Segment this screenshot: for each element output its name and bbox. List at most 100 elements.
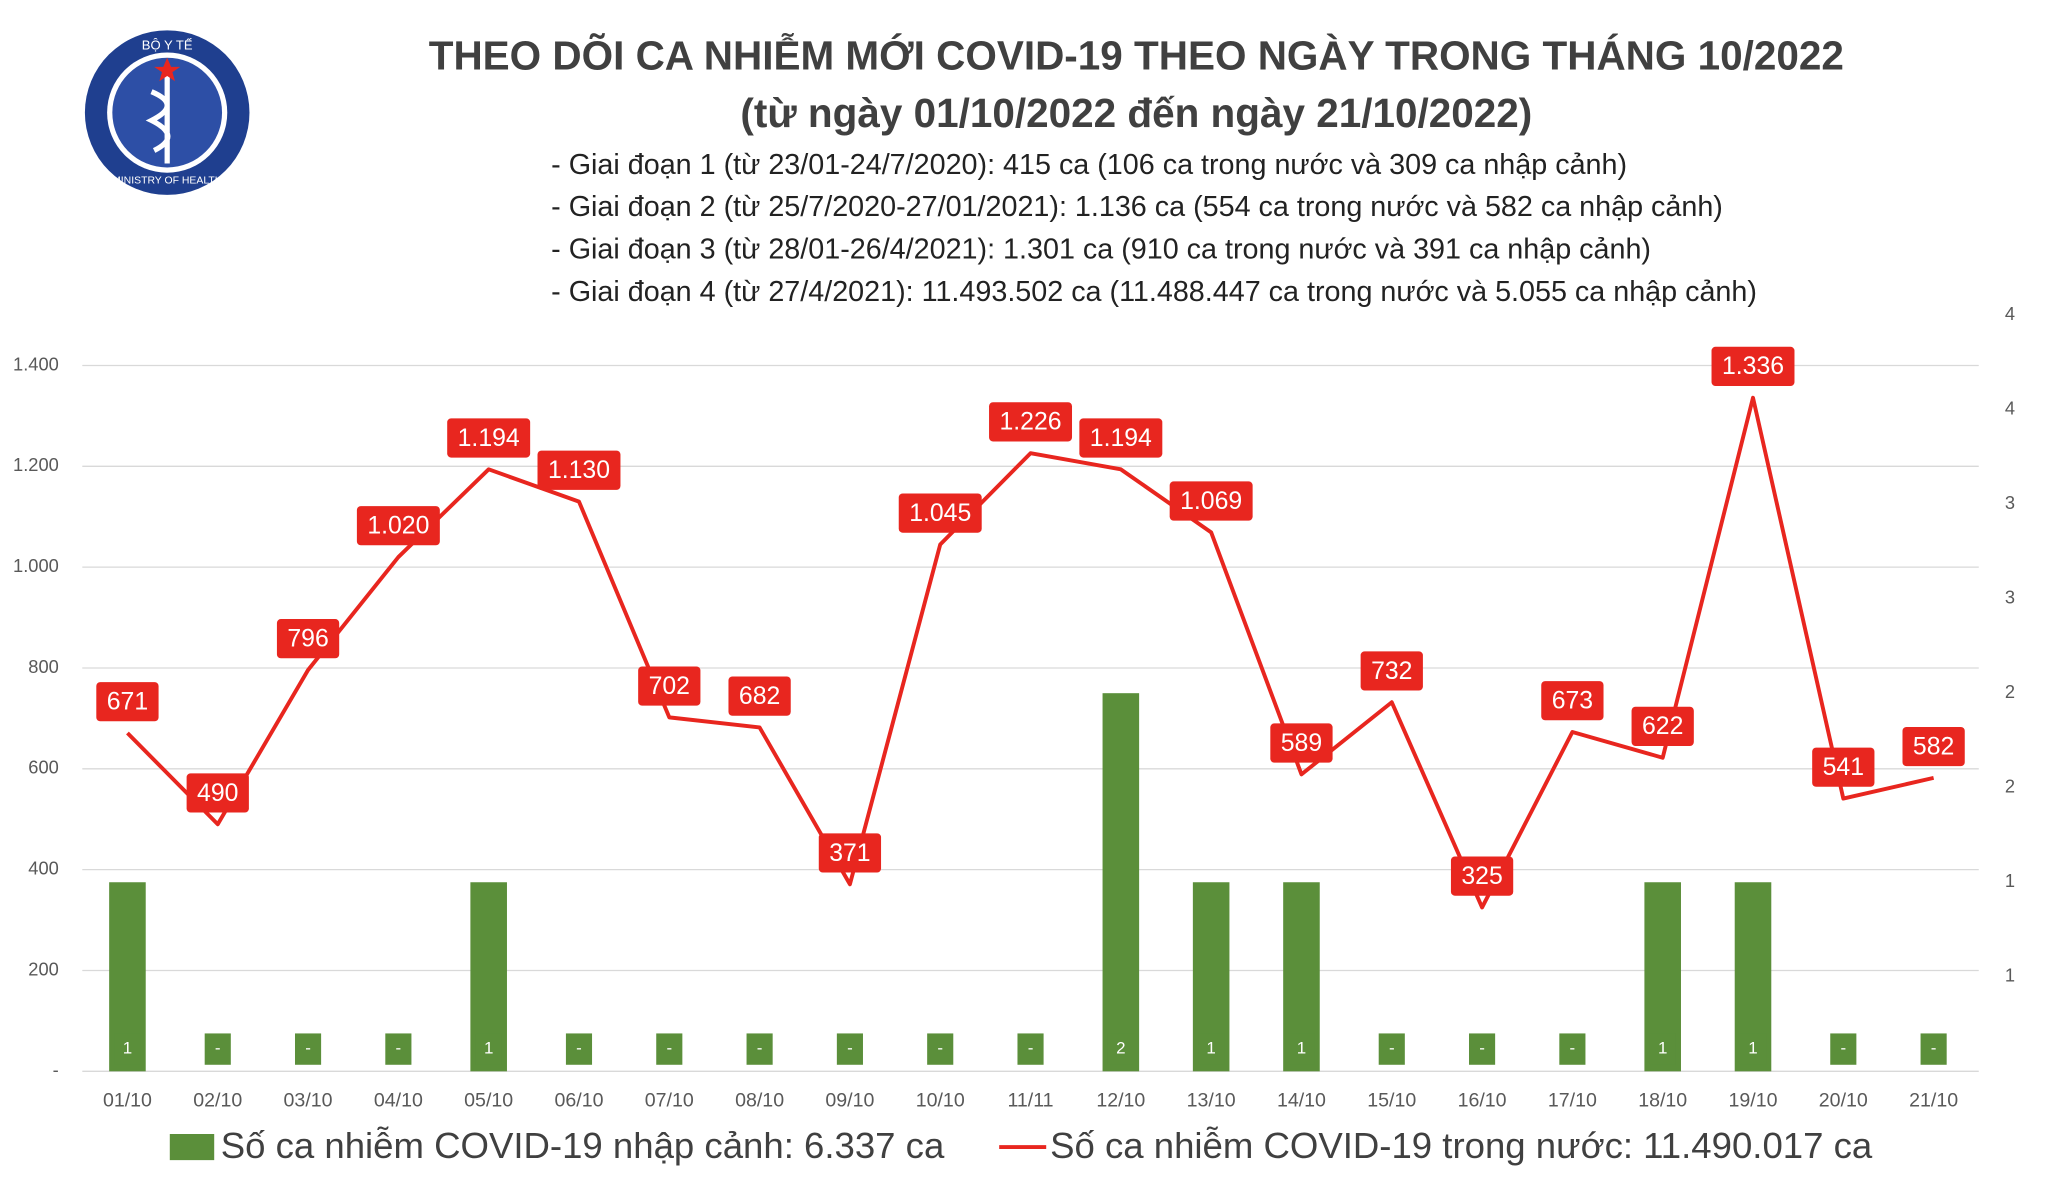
- y-tick-label: 1.000: [13, 555, 59, 576]
- bar-label: 1: [1206, 1039, 1215, 1058]
- x-tick-label: 13/10: [1187, 1090, 1236, 1112]
- y2-tick-label: 4: [2005, 397, 2015, 418]
- bar-label: -: [1570, 1039, 1576, 1058]
- line-label-text: 673: [1552, 688, 1593, 715]
- x-tick-label: 21/10: [1909, 1090, 1958, 1112]
- bar-label-bg: [1830, 1033, 1857, 1065]
- line-label: 1.069: [1169, 481, 1253, 521]
- line-label: 541: [1812, 747, 1875, 787]
- x-tick-label: 17/10: [1548, 1090, 1597, 1112]
- y2-tick-label: 4: [2005, 303, 2015, 324]
- line-label-text: 1.069: [1180, 488, 1242, 515]
- line-label-text: 1.194: [1090, 425, 1152, 452]
- x-tick-label: 15/10: [1367, 1090, 1416, 1112]
- line-label-text: 490: [197, 780, 238, 807]
- y2-tick-label: 3: [2005, 586, 2015, 607]
- x-tick-label: 01/10: [103, 1090, 152, 1112]
- line-label-bg: [356, 506, 440, 546]
- bar-label-bg: [1288, 1033, 1315, 1065]
- line-label-text: 541: [1823, 754, 1864, 781]
- legend-swatch: [169, 1134, 215, 1161]
- line-label-text: 622: [1642, 713, 1683, 740]
- line-label: 796: [276, 619, 340, 659]
- line-label-bg: [989, 402, 1073, 442]
- bar-label: -: [847, 1039, 853, 1058]
- bar-label-bg: [565, 1033, 593, 1065]
- bar-label: 1: [1748, 1039, 1757, 1058]
- line-label-bg: [96, 682, 159, 722]
- line-label: 1.226: [989, 402, 1073, 442]
- bar-label-bg: [656, 1033, 683, 1065]
- line-label-bg: [537, 450, 621, 490]
- bar-label: -: [1931, 1039, 1937, 1058]
- line-label: 325: [1450, 856, 1514, 896]
- bar-label: 2: [1116, 1039, 1125, 1058]
- bar-label: -: [396, 1039, 402, 1058]
- bar-label: -: [757, 1039, 763, 1058]
- y2-tick-label: 1: [2005, 965, 2015, 986]
- line-label-bg: [728, 676, 791, 716]
- note-line: - Giai đoạn 3 (từ 28/01-26/4/2021): 1.30…: [551, 234, 1651, 266]
- x-tick-label: 02/10: [193, 1090, 242, 1112]
- line-label-text: 582: [1913, 733, 1954, 760]
- line-label-text: 1.226: [999, 409, 1061, 436]
- x-tick-label: 08/10: [735, 1090, 784, 1112]
- line-label-text: 671: [107, 689, 148, 716]
- bar-label: -: [1028, 1039, 1034, 1058]
- y2-tick-label: 3: [2005, 492, 2015, 513]
- x-tick-label: 16/10: [1458, 1090, 1507, 1112]
- line-label-text: 702: [649, 673, 690, 700]
- y-tick-label: 600: [28, 757, 58, 778]
- line-label: 673: [1541, 681, 1604, 721]
- line-label-bg: [898, 493, 982, 533]
- bar-label-bg: [294, 1033, 322, 1065]
- bar-label: -: [666, 1039, 672, 1058]
- line-label: 1.336: [1711, 346, 1795, 386]
- bar-label: 1: [1658, 1039, 1667, 1058]
- line-label: 682: [728, 676, 791, 716]
- x-tick-label: 18/10: [1638, 1090, 1687, 1112]
- line-label: 582: [1902, 726, 1965, 767]
- line-label-bg: [1541, 681, 1604, 721]
- bar-label-bg: [1378, 1033, 1405, 1065]
- bar-label-bg: [1017, 1033, 1044, 1065]
- bar-label: -: [1389, 1039, 1395, 1058]
- x-tick-label: 07/10: [645, 1090, 694, 1112]
- line-label-bg: [1169, 481, 1253, 521]
- bar-label-bg: [1920, 1033, 1947, 1065]
- x-tick-label: 10/10: [916, 1090, 965, 1112]
- bar-label-bg: [1198, 1033, 1225, 1065]
- line-label-bg: [1270, 723, 1333, 763]
- line-label-text: 371: [829, 840, 870, 867]
- bar-label-bg: [475, 1033, 502, 1065]
- logo-bottom: MINISTRY OF HEALTH: [112, 175, 222, 186]
- line-label-bg: [1902, 726, 1965, 767]
- line-label-text: 682: [739, 683, 780, 710]
- x-tick-label: 04/10: [374, 1090, 423, 1112]
- line-label-bg: [1711, 346, 1795, 386]
- logo: BỘ Y TẾ MINISTRY OF HEALTH: [84, 30, 250, 195]
- y2-tick-label: 2: [2005, 681, 2015, 702]
- line-label: 1.194: [1079, 418, 1163, 458]
- logo-symbol: [145, 72, 171, 164]
- logo-star: [154, 57, 181, 82]
- bar-label: -: [1479, 1039, 1485, 1058]
- y-tick-label: 400: [28, 857, 58, 878]
- bar-label-bg: [1739, 1033, 1767, 1065]
- note-line: - Giai đoạn 1 (từ 23/01-24/7/2020): 415 …: [551, 149, 1627, 181]
- bar-label-bg: [385, 1033, 412, 1065]
- line-label-text: 1.045: [909, 500, 971, 527]
- y2-tick-label: 2: [2005, 776, 2015, 797]
- line-label: 702: [638, 666, 701, 706]
- bar-label-bg: [204, 1033, 231, 1065]
- line-label: 671: [96, 682, 159, 722]
- logo-top: BỘ Y TẾ: [142, 37, 193, 52]
- line-label: 1.194: [447, 418, 531, 458]
- line-label: 371: [818, 833, 882, 873]
- line-label: 622: [1631, 706, 1694, 746]
- line-label-bg: [1450, 856, 1514, 896]
- line-label: 1.130: [537, 450, 621, 490]
- x-tick-label: 20/10: [1819, 1090, 1868, 1112]
